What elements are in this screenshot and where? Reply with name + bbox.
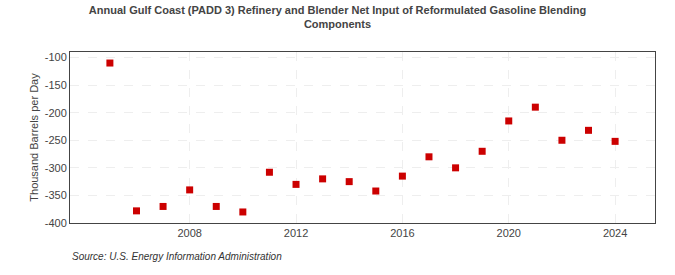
svg-text:2008: 2008 <box>177 227 201 239</box>
svg-text:-200: -200 <box>45 107 67 119</box>
svg-text:-150: -150 <box>45 79 67 91</box>
svg-text:-300: -300 <box>45 162 67 174</box>
svg-text:-400: -400 <box>45 217 67 229</box>
svg-text:2012: 2012 <box>284 227 308 239</box>
svg-text:2020: 2020 <box>497 227 521 239</box>
svg-text:Thousand Barrels per Day: Thousand Barrels per Day <box>28 73 40 202</box>
svg-text:-350: -350 <box>45 189 67 201</box>
svg-text:Annual Gulf Coast (PADD 3) Ref: Annual Gulf Coast (PADD 3) Refinery and … <box>89 4 586 30</box>
svg-text:Source: U.S. Energy Informatio: Source: U.S. Energy Information Administ… <box>72 251 282 262</box>
svg-text:-100: -100 <box>45 51 67 63</box>
svg-text:2016: 2016 <box>390 227 414 239</box>
svg-text:2024: 2024 <box>603 227 627 239</box>
svg-text:-250: -250 <box>45 134 67 146</box>
